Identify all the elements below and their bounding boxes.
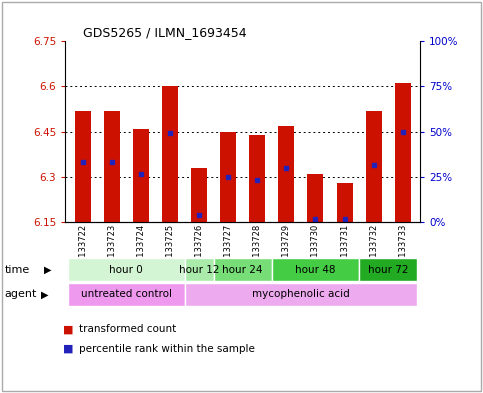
Bar xyxy=(133,129,149,222)
Text: hour 24: hour 24 xyxy=(223,264,263,275)
Text: mycophenolic acid: mycophenolic acid xyxy=(252,289,350,299)
Text: agent: agent xyxy=(5,289,37,299)
Text: GDS5265 / ILMN_1693454: GDS5265 / ILMN_1693454 xyxy=(83,26,247,39)
Text: time: time xyxy=(5,264,30,275)
Bar xyxy=(75,110,91,222)
Text: ■: ■ xyxy=(63,344,73,354)
Bar xyxy=(220,132,236,222)
Bar xyxy=(278,126,294,222)
Text: hour 0: hour 0 xyxy=(110,264,143,275)
Text: ■: ■ xyxy=(63,324,73,334)
Text: hour 48: hour 48 xyxy=(295,264,336,275)
Bar xyxy=(308,174,324,222)
Text: hour 12: hour 12 xyxy=(179,264,219,275)
Bar xyxy=(337,183,353,222)
Bar xyxy=(366,110,382,222)
Text: hour 72: hour 72 xyxy=(368,264,409,275)
Bar xyxy=(104,110,120,222)
Bar xyxy=(185,283,417,306)
Bar xyxy=(68,258,185,281)
Bar xyxy=(191,168,207,222)
Text: ▶: ▶ xyxy=(44,264,52,275)
Text: percentile rank within the sample: percentile rank within the sample xyxy=(79,344,255,354)
Bar xyxy=(395,83,411,222)
Bar xyxy=(213,258,272,281)
Bar xyxy=(359,258,417,281)
Bar xyxy=(272,258,359,281)
Bar xyxy=(162,86,178,222)
Text: transformed count: transformed count xyxy=(79,324,176,334)
Bar xyxy=(68,283,185,306)
Text: ▶: ▶ xyxy=(41,289,49,299)
Text: untreated control: untreated control xyxy=(81,289,172,299)
Bar xyxy=(185,258,213,281)
Bar xyxy=(249,135,265,222)
